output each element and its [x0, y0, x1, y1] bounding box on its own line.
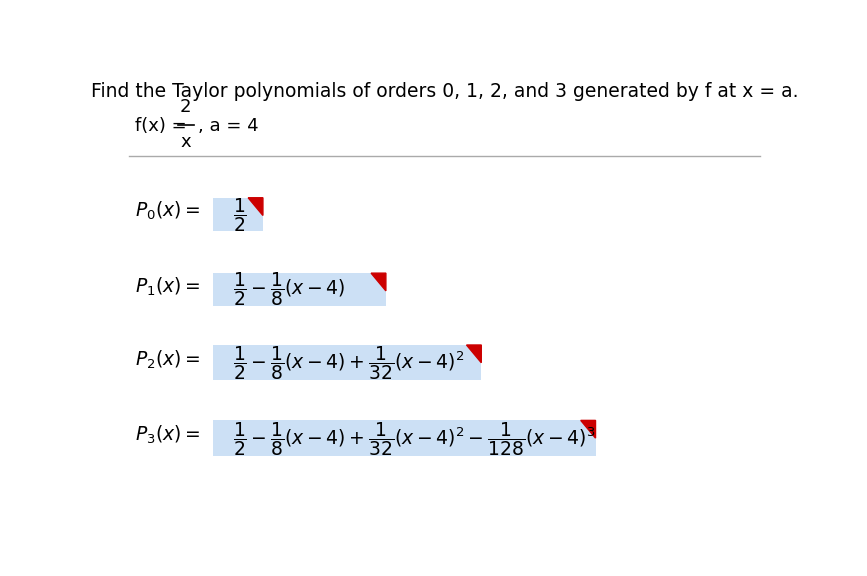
FancyBboxPatch shape	[212, 198, 263, 231]
Text: $P_3(x) = $: $P_3(x) = $	[135, 424, 200, 446]
Text: $P_2(x) = $: $P_2(x) = $	[135, 348, 200, 371]
Text: 2: 2	[179, 98, 192, 116]
Text: $\dfrac{1}{2}$: $\dfrac{1}{2}$	[232, 196, 246, 233]
Text: , a = 4: , a = 4	[198, 117, 258, 135]
Text: f(x) =: f(x) =	[135, 117, 192, 135]
Polygon shape	[248, 198, 263, 215]
Text: $P_1(x) = $: $P_1(x) = $	[135, 275, 200, 298]
Text: $P_0(x) = $: $P_0(x) = $	[135, 200, 200, 222]
FancyBboxPatch shape	[212, 420, 596, 456]
Polygon shape	[371, 273, 386, 291]
Text: $\dfrac{1}{2} - \dfrac{1}{8}(x-4) + \dfrac{1}{32}(x-4)^2$: $\dfrac{1}{2} - \dfrac{1}{8}(x-4) + \dfr…	[232, 344, 464, 382]
Text: Find the Taylor polynomials of orders 0, 1, 2, and 3 generated by f at x = a.: Find the Taylor polynomials of orders 0,…	[90, 82, 799, 101]
Polygon shape	[581, 420, 596, 438]
Text: $\dfrac{1}{2} - \dfrac{1}{8}(x-4)$: $\dfrac{1}{2} - \dfrac{1}{8}(x-4)$	[232, 271, 345, 309]
FancyBboxPatch shape	[212, 273, 386, 306]
Text: x: x	[180, 134, 191, 151]
Polygon shape	[466, 345, 481, 363]
Text: $\dfrac{1}{2} - \dfrac{1}{8}(x-4) + \dfrac{1}{32}(x-4)^2 - \dfrac{1}{128}(x-4)^3: $\dfrac{1}{2} - \dfrac{1}{8}(x-4) + \dfr…	[232, 420, 595, 457]
FancyBboxPatch shape	[212, 345, 481, 381]
